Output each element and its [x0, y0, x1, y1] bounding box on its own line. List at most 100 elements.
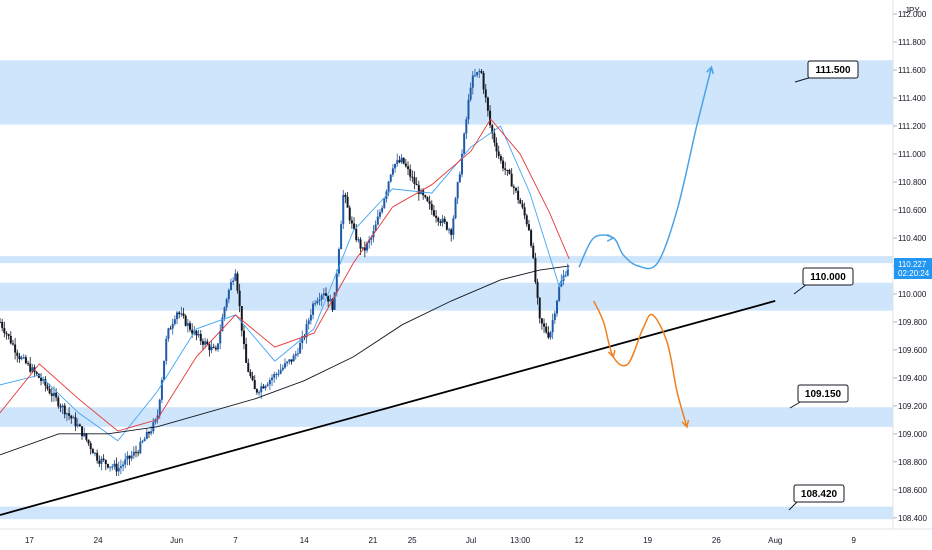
- candle-body: [163, 360, 166, 380]
- price-zone-3[interactable]: [0, 407, 893, 427]
- candle-body: [186, 323, 189, 326]
- candle: [165, 335, 168, 365]
- candle-body: [333, 292, 336, 310]
- down-scenario-path[interactable]: [593, 300, 688, 427]
- candle: [532, 242, 535, 260]
- candle-body: [536, 282, 539, 298]
- time-tick-label: Jul: [466, 536, 476, 545]
- candle-body: [463, 133, 466, 154]
- candle: [139, 437, 142, 455]
- candle: [176, 310, 179, 325]
- candle: [340, 220, 343, 250]
- candle: [353, 217, 356, 231]
- candle: [40, 373, 43, 386]
- candle-body: [547, 332, 550, 338]
- ma-fast-line[interactable]: [0, 125, 570, 442]
- callout-value: 110.000: [810, 272, 846, 283]
- candle: [314, 300, 317, 307]
- ma-mid-line[interactable]: [0, 118, 570, 432]
- ma-slow-line[interactable]: [0, 265, 570, 456]
- price-tick-label: 108.400: [898, 514, 927, 523]
- price-zone-1[interactable]: [0, 256, 893, 264]
- price-zone-2[interactable]: [0, 282, 893, 311]
- candle: [469, 82, 472, 102]
- currency-label: JPY: [905, 6, 920, 15]
- candle: [167, 327, 170, 342]
- candle-body: [409, 169, 412, 177]
- candle-body: [404, 163, 407, 167]
- candle: [398, 155, 401, 164]
- candle: [394, 163, 397, 173]
- candle: [430, 200, 433, 215]
- time-tick-label: 24: [94, 536, 103, 545]
- candle-body: [527, 224, 530, 231]
- candle-body: [281, 367, 284, 370]
- candle-body: [22, 357, 25, 359]
- candle-body: [188, 323, 191, 330]
- candle: [404, 159, 407, 168]
- candle-body: [361, 247, 364, 249]
- candle: [396, 153, 399, 167]
- candle-body: [217, 343, 220, 350]
- candle-body: [555, 300, 558, 314]
- candle: [214, 345, 217, 352]
- price-tick-label: 110.000: [898, 290, 927, 299]
- price-tick-label: 108.800: [898, 458, 927, 467]
- candle: [100, 456, 103, 471]
- candle-body: [48, 388, 51, 394]
- candle: [344, 192, 347, 204]
- callout-box: [797, 384, 849, 403]
- candle-body: [368, 239, 371, 244]
- candle-body: [52, 392, 55, 396]
- candle: [201, 338, 204, 351]
- time-tick-label: Jun: [170, 536, 183, 545]
- candle-body: [184, 315, 187, 326]
- candle-body: [171, 323, 174, 329]
- candle-body: [543, 323, 546, 327]
- candle-body: [497, 151, 500, 156]
- candle-body: [139, 441, 142, 454]
- price-zone-0[interactable]: [0, 60, 893, 125]
- candle-body: [391, 168, 394, 175]
- candle-body: [430, 203, 433, 211]
- up-scenario-path[interactable]: [578, 67, 713, 270]
- candle-body: [525, 215, 528, 225]
- callout-108.420[interactable]: 108.420: [788, 484, 845, 511]
- candle: [240, 306, 243, 337]
- candle: [137, 449, 140, 457]
- candle: [277, 369, 280, 377]
- candle-body: [482, 72, 485, 90]
- candle: [534, 252, 537, 284]
- candle-body: [532, 245, 535, 258]
- candle: [262, 383, 265, 389]
- candle: [135, 445, 138, 458]
- candle-body: [275, 373, 278, 375]
- candle-body: [197, 334, 200, 336]
- candle-body: [72, 417, 75, 419]
- candle: [70, 414, 73, 424]
- candle-body: [445, 222, 448, 230]
- callout-111.500[interactable]: 111.500: [794, 60, 859, 83]
- candle: [530, 228, 533, 248]
- candle: [441, 214, 444, 227]
- candle-body: [348, 207, 351, 221]
- ascending-trendline[interactable]: [0, 300, 776, 516]
- callout-110.000[interactable]: 110.000: [793, 267, 854, 295]
- candle: [508, 168, 511, 175]
- candle: [180, 306, 183, 317]
- candle: [27, 360, 30, 367]
- candle-body: [473, 75, 476, 77]
- price-zone-4[interactable]: [0, 506, 893, 520]
- candle-body: [305, 324, 308, 338]
- candle-body: [299, 343, 302, 354]
- candle: [301, 330, 304, 350]
- price-tick-label: 111.000: [898, 150, 926, 159]
- candle-body: [344, 194, 347, 197]
- candle: [279, 363, 282, 375]
- candle: [424, 194, 427, 199]
- candle: [119, 459, 122, 475]
- candle-body: [117, 467, 120, 472]
- callout-109.150[interactable]: 109.150: [789, 384, 849, 409]
- candle-body: [327, 295, 330, 302]
